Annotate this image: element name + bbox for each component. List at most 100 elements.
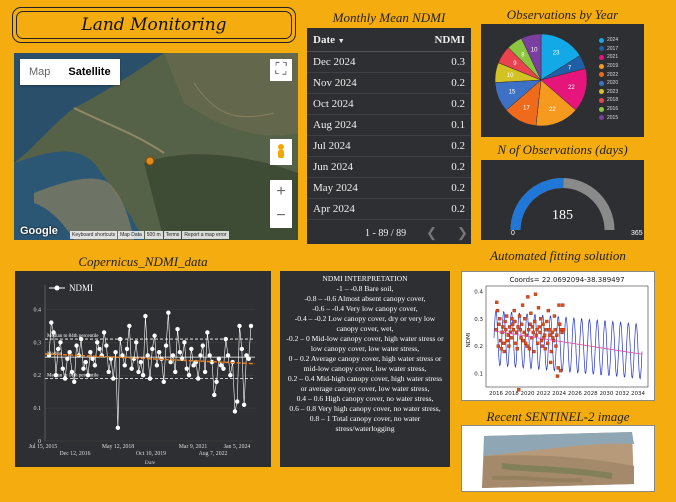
ndmi-point[interactable] [124, 346, 130, 352]
ndmi-point[interactable] [145, 353, 150, 358]
table-row[interactable]: Oct 2024 0.2 [307, 94, 471, 115]
ndmi-point[interactable] [170, 353, 176, 358]
ndmi-point[interactable] [53, 373, 59, 378]
legend-item[interactable]: 2016 [599, 105, 618, 114]
fullscreen-button[interactable]: ⛶ [270, 59, 292, 81]
ndmi-point[interactable] [156, 350, 162, 355]
legend-item[interactable]: 2017 [599, 45, 618, 54]
ndmi-point[interactable] [205, 330, 210, 335]
ndmi-point[interactable] [78, 336, 84, 342]
ndmi-point[interactable] [113, 350, 118, 355]
ndmi-point[interactable] [92, 363, 98, 368]
ndmi-column-header[interactable]: NDMI [434, 33, 465, 46]
ndmi-point[interactable] [58, 340, 63, 345]
ndmi-point[interactable] [207, 353, 212, 358]
ndmi-point[interactable] [196, 376, 201, 381]
table-row[interactable]: May 2024 0.2 [307, 178, 471, 199]
ndmi-point[interactable] [97, 346, 102, 352]
ndmi-point[interactable] [106, 369, 111, 375]
ndmi-point[interactable] [198, 353, 203, 358]
table-row[interactable]: Apr 2024 0.2 [307, 199, 471, 220]
ndmi-point[interactable] [140, 373, 146, 378]
ndmi-point[interactable] [152, 333, 157, 338]
ndmi-point[interactable] [136, 369, 141, 375]
satellite-tab[interactable]: Satellite [68, 66, 111, 78]
fit-chart[interactable]: Coords= 22.0692094-38.389497 0.1 0.2 0.3 0.4… [462, 272, 654, 400]
ndmi-point[interactable] [186, 373, 192, 378]
prev-page-icon[interactable]: ❮ [426, 225, 438, 240]
ndmi-point[interactable] [90, 356, 95, 361]
map-data-link[interactable]: Map Data [118, 231, 144, 239]
legend-item[interactable]: 2021 [599, 53, 618, 62]
ndmi-point[interactable] [168, 359, 173, 365]
ndmi-point[interactable] [101, 330, 107, 335]
ndmi-point[interactable] [83, 359, 88, 365]
pie-slice-2024[interactable] [540, 33, 581, 81]
ndmi-point[interactable] [248, 323, 254, 329]
ndmi-point[interactable] [244, 353, 249, 358]
ndmi-point[interactable] [177, 350, 183, 355]
ndmi-point[interactable] [182, 340, 187, 345]
legend-item[interactable]: 2018 [599, 96, 618, 105]
ndmi-point[interactable] [232, 409, 238, 414]
ndmi-point[interactable] [134, 340, 139, 345]
table-row[interactable]: Aug 2024 0.1 [307, 115, 471, 136]
pie-slice-2015[interactable] [521, 33, 542, 81]
ndmi-point[interactable] [218, 363, 224, 368]
map-view[interactable]: Map Satellite ⛶ + − Google Keyboard shor… [14, 53, 298, 240]
ndmi-point[interactable] [221, 366, 226, 371]
ndmi-point[interactable] [150, 346, 155, 352]
location-marker[interactable] [145, 156, 155, 166]
ndmi-point[interactable] [127, 323, 132, 329]
ndmi-point[interactable] [49, 320, 54, 325]
ndmi-point[interactable] [147, 376, 153, 381]
ndmi-point[interactable] [72, 379, 77, 384]
legend-item[interactable]: 2015 [599, 113, 618, 122]
ndmi-point[interactable] [104, 343, 109, 348]
legend-item[interactable]: 2020 [599, 79, 618, 88]
ndmi-point[interactable] [189, 346, 194, 352]
ndmi-point[interactable] [117, 336, 123, 342]
ndmi-point[interactable] [138, 359, 144, 365]
ndmi-point[interactable] [129, 366, 134, 371]
ndmi-point[interactable] [85, 373, 91, 378]
ndmi-point[interactable] [173, 369, 178, 375]
zoom-in-button[interactable]: + [270, 180, 292, 204]
ndmi-point[interactable] [88, 350, 93, 355]
ndmi-point[interactable] [239, 346, 245, 352]
ndmi-point[interactable] [209, 359, 215, 365]
ndmi-point[interactable] [246, 356, 251, 361]
table-row[interactable]: Dec 2024 0.3 [307, 52, 471, 73]
legend-item[interactable]: 2022 [599, 70, 618, 79]
map-tab[interactable]: Map [29, 66, 51, 78]
ndmi-point[interactable] [62, 376, 68, 381]
ndmi-point[interactable] [111, 376, 116, 381]
street-view-button[interactable] [270, 139, 292, 165]
table-row[interactable]: Jun 2024 0.2 [307, 157, 471, 178]
ndmi-point[interactable] [166, 310, 171, 315]
next-page-icon[interactable]: ❯ [457, 225, 468, 240]
table-row[interactable]: Jul 2024 0.2 [307, 136, 471, 157]
ndmi-point[interactable] [122, 363, 127, 368]
ndmi-point[interactable] [143, 313, 148, 319]
report-error-link[interactable]: Report a map error [182, 231, 229, 239]
pie-chart[interactable]: 23 7 22 22 17 15 10 98 10 [481, 24, 596, 137]
ndmi-point[interactable] [154, 363, 160, 368]
ndmi-point[interactable] [115, 425, 121, 431]
ndmi-point[interactable] [175, 326, 180, 332]
ndmi-point[interactable] [69, 369, 75, 375]
ndmi-point[interactable] [212, 392, 217, 398]
legend-item[interactable]: 2024 [599, 36, 618, 45]
ndmi-point[interactable] [202, 369, 208, 375]
ndmi-point[interactable] [55, 346, 61, 352]
ndmi-point[interactable] [228, 373, 233, 378]
table-row[interactable]: Nov 2024 0.2 [307, 73, 471, 94]
ndmi-point[interactable] [241, 402, 247, 408]
ndmi-point[interactable] [184, 366, 189, 371]
ndmi-point[interactable] [223, 336, 228, 342]
keyboard-shortcuts-link[interactable]: Keyboard shortcuts [70, 231, 118, 239]
ndmi-point[interactable] [200, 343, 205, 348]
ndmi-point[interactable] [81, 366, 86, 371]
legend-item[interactable]: 2019 [599, 62, 618, 71]
